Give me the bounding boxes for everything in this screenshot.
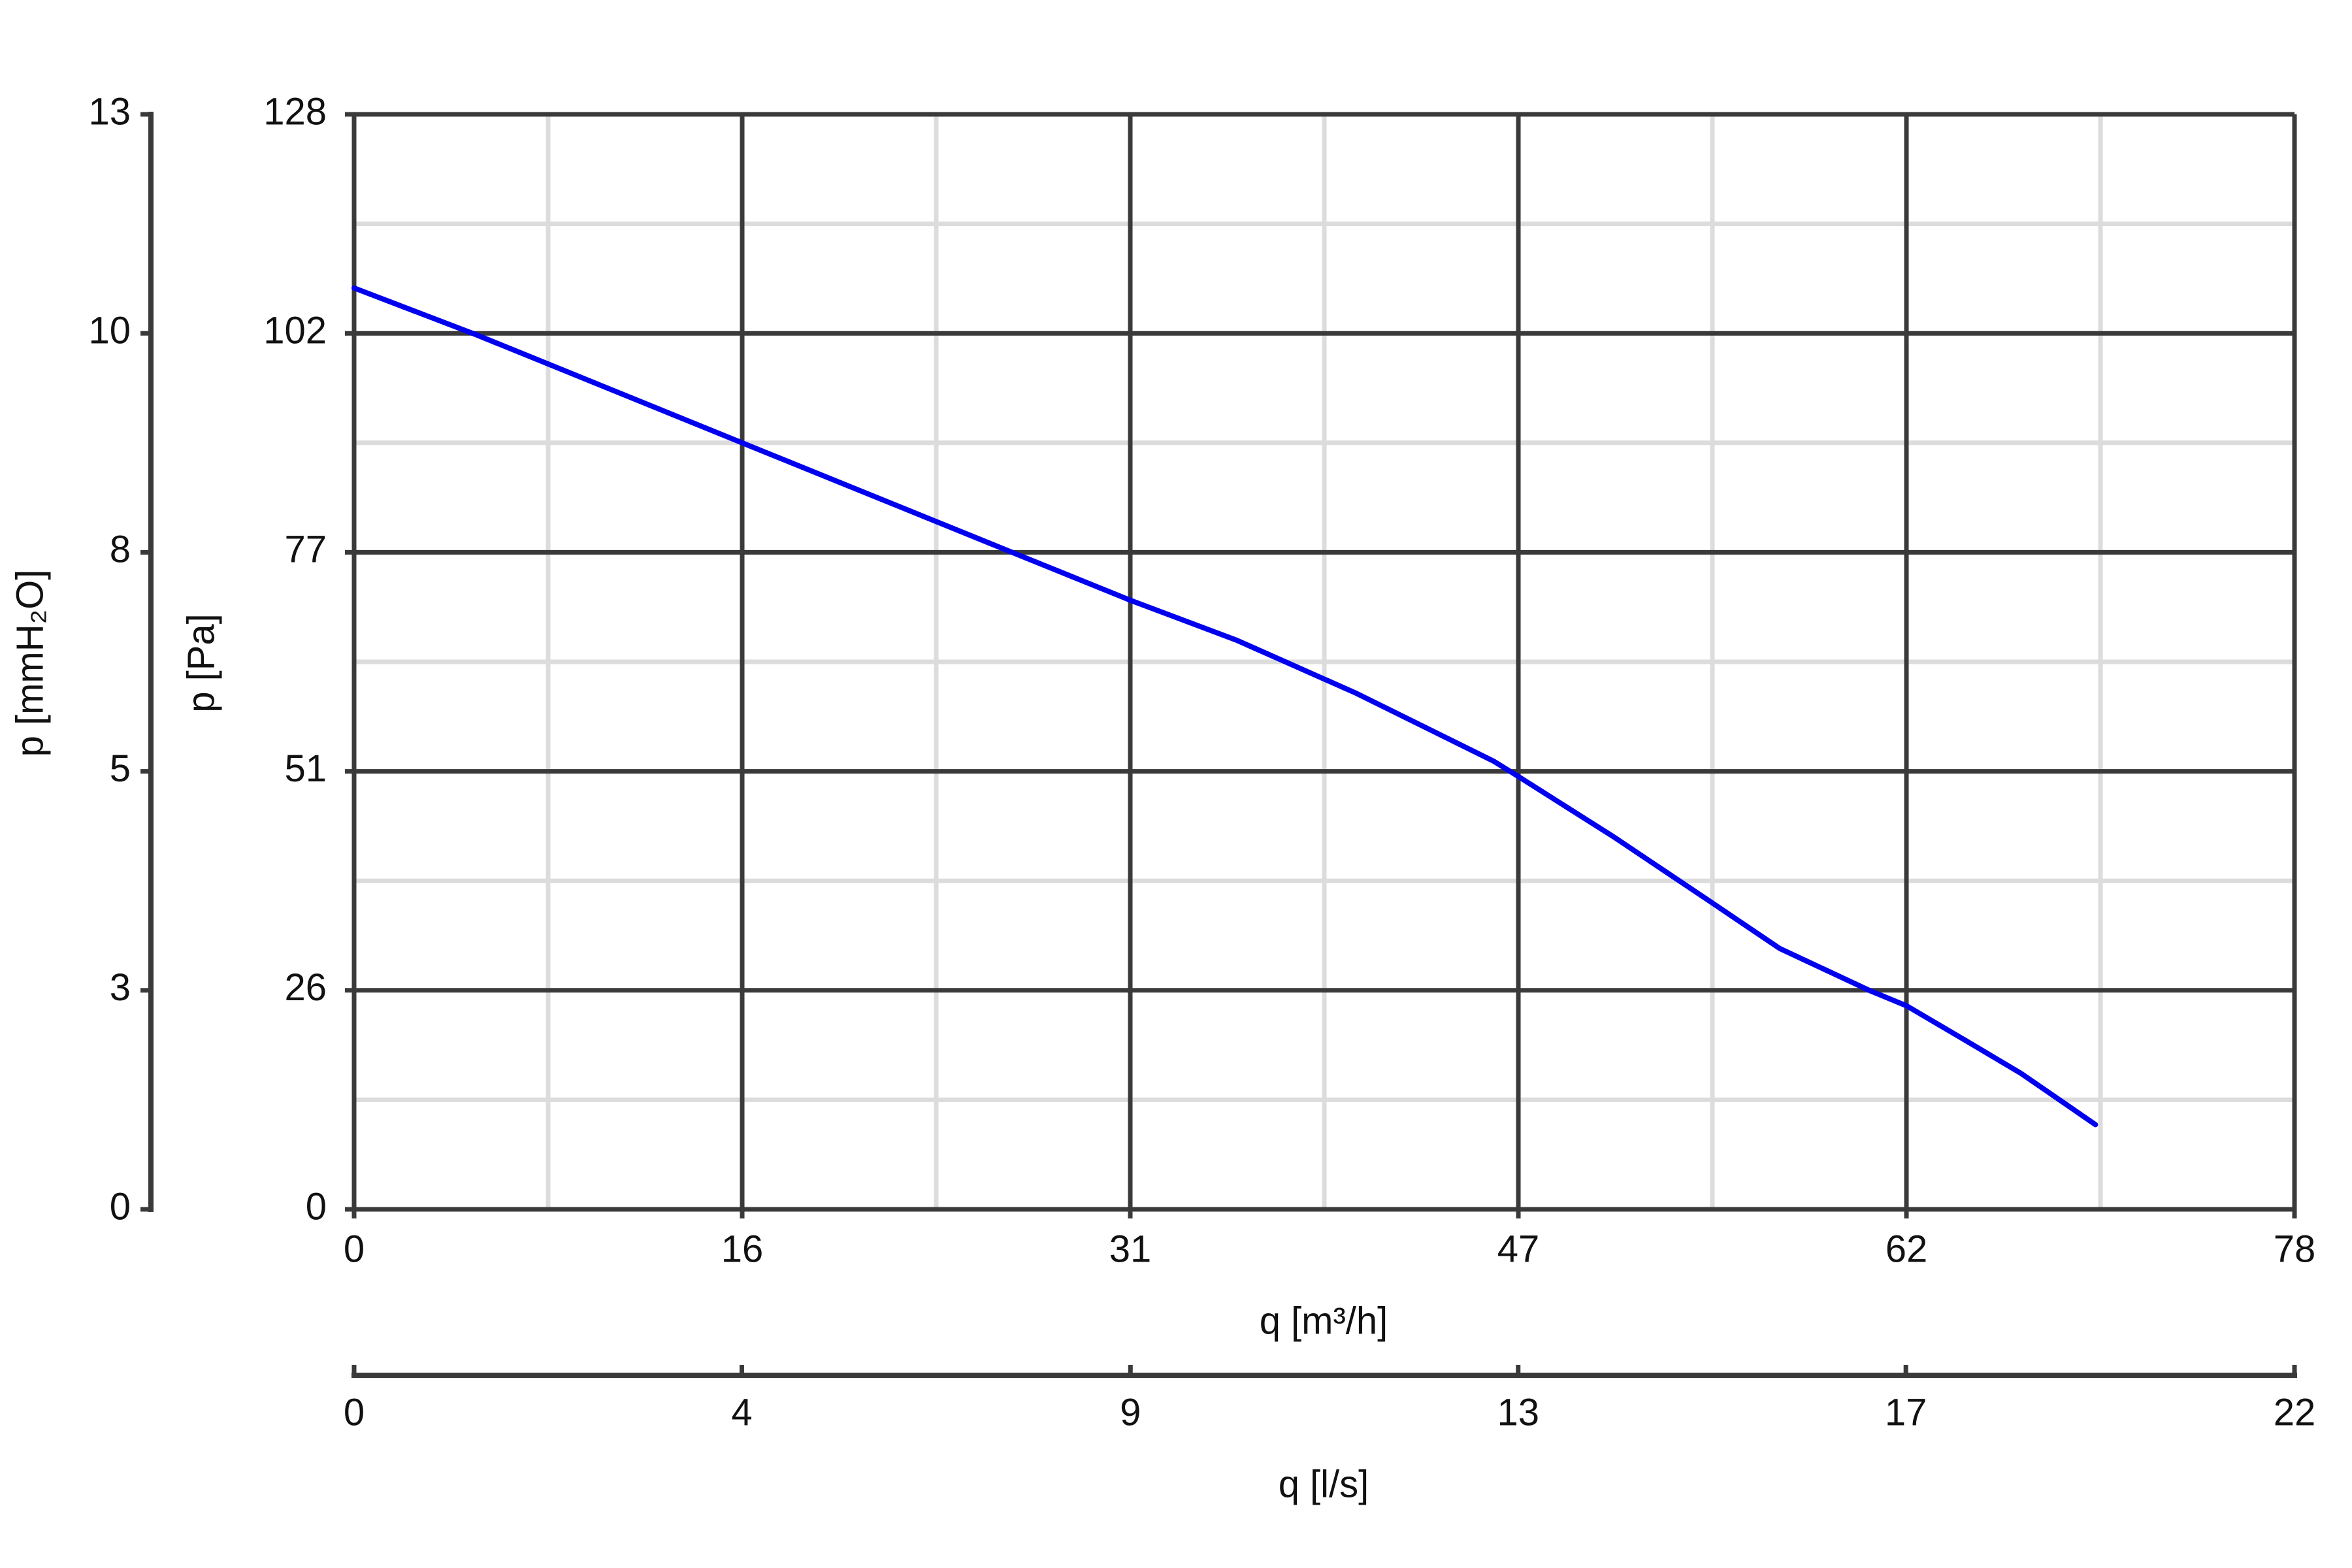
x2-tick-label: 17 bbox=[1885, 1391, 1927, 1433]
y2-tick-label: 10 bbox=[88, 310, 131, 352]
x-tick-label: 78 bbox=[2274, 1228, 2316, 1270]
x2-axis-title: q [l/s] bbox=[1279, 1463, 1369, 1505]
x2-tick-label: 22 bbox=[2274, 1391, 2316, 1433]
y2-tick-label: 3 bbox=[110, 966, 131, 1009]
y-tick-label: 102 bbox=[263, 310, 327, 352]
x-tick-label: 62 bbox=[1886, 1228, 1928, 1270]
x2-tick-label: 13 bbox=[1497, 1391, 1539, 1433]
y-axis-title: p [Pa] bbox=[180, 613, 222, 713]
y-tick-label: 0 bbox=[306, 1185, 327, 1228]
x2-tick-label: 9 bbox=[1120, 1391, 1141, 1433]
curve bbox=[351, 285, 2099, 1128]
y-tick-label: 26 bbox=[284, 966, 327, 1009]
x-axis-title: q [m³/h] bbox=[1260, 1299, 1388, 1342]
y2-tick-label: 0 bbox=[110, 1185, 131, 1228]
x-tick-label: 16 bbox=[721, 1228, 764, 1270]
x-tick-label: 0 bbox=[344, 1228, 365, 1270]
y2-axis-title: p [mmH₂O] bbox=[8, 570, 51, 757]
y-tick-label: 128 bbox=[263, 90, 327, 133]
y2-tick-label: 5 bbox=[110, 747, 131, 790]
x2-tick-label: 4 bbox=[731, 1391, 752, 1433]
x2-tick-label: 0 bbox=[344, 1391, 365, 1433]
y2-tick-label: 13 bbox=[88, 90, 131, 133]
y-tick-label: 77 bbox=[284, 529, 327, 571]
y2-tick-label: 8 bbox=[110, 529, 131, 571]
y-tick-label: 51 bbox=[284, 747, 327, 790]
x-tick-label: 47 bbox=[1497, 1228, 1540, 1270]
x-tick-label: 31 bbox=[1109, 1228, 1152, 1270]
